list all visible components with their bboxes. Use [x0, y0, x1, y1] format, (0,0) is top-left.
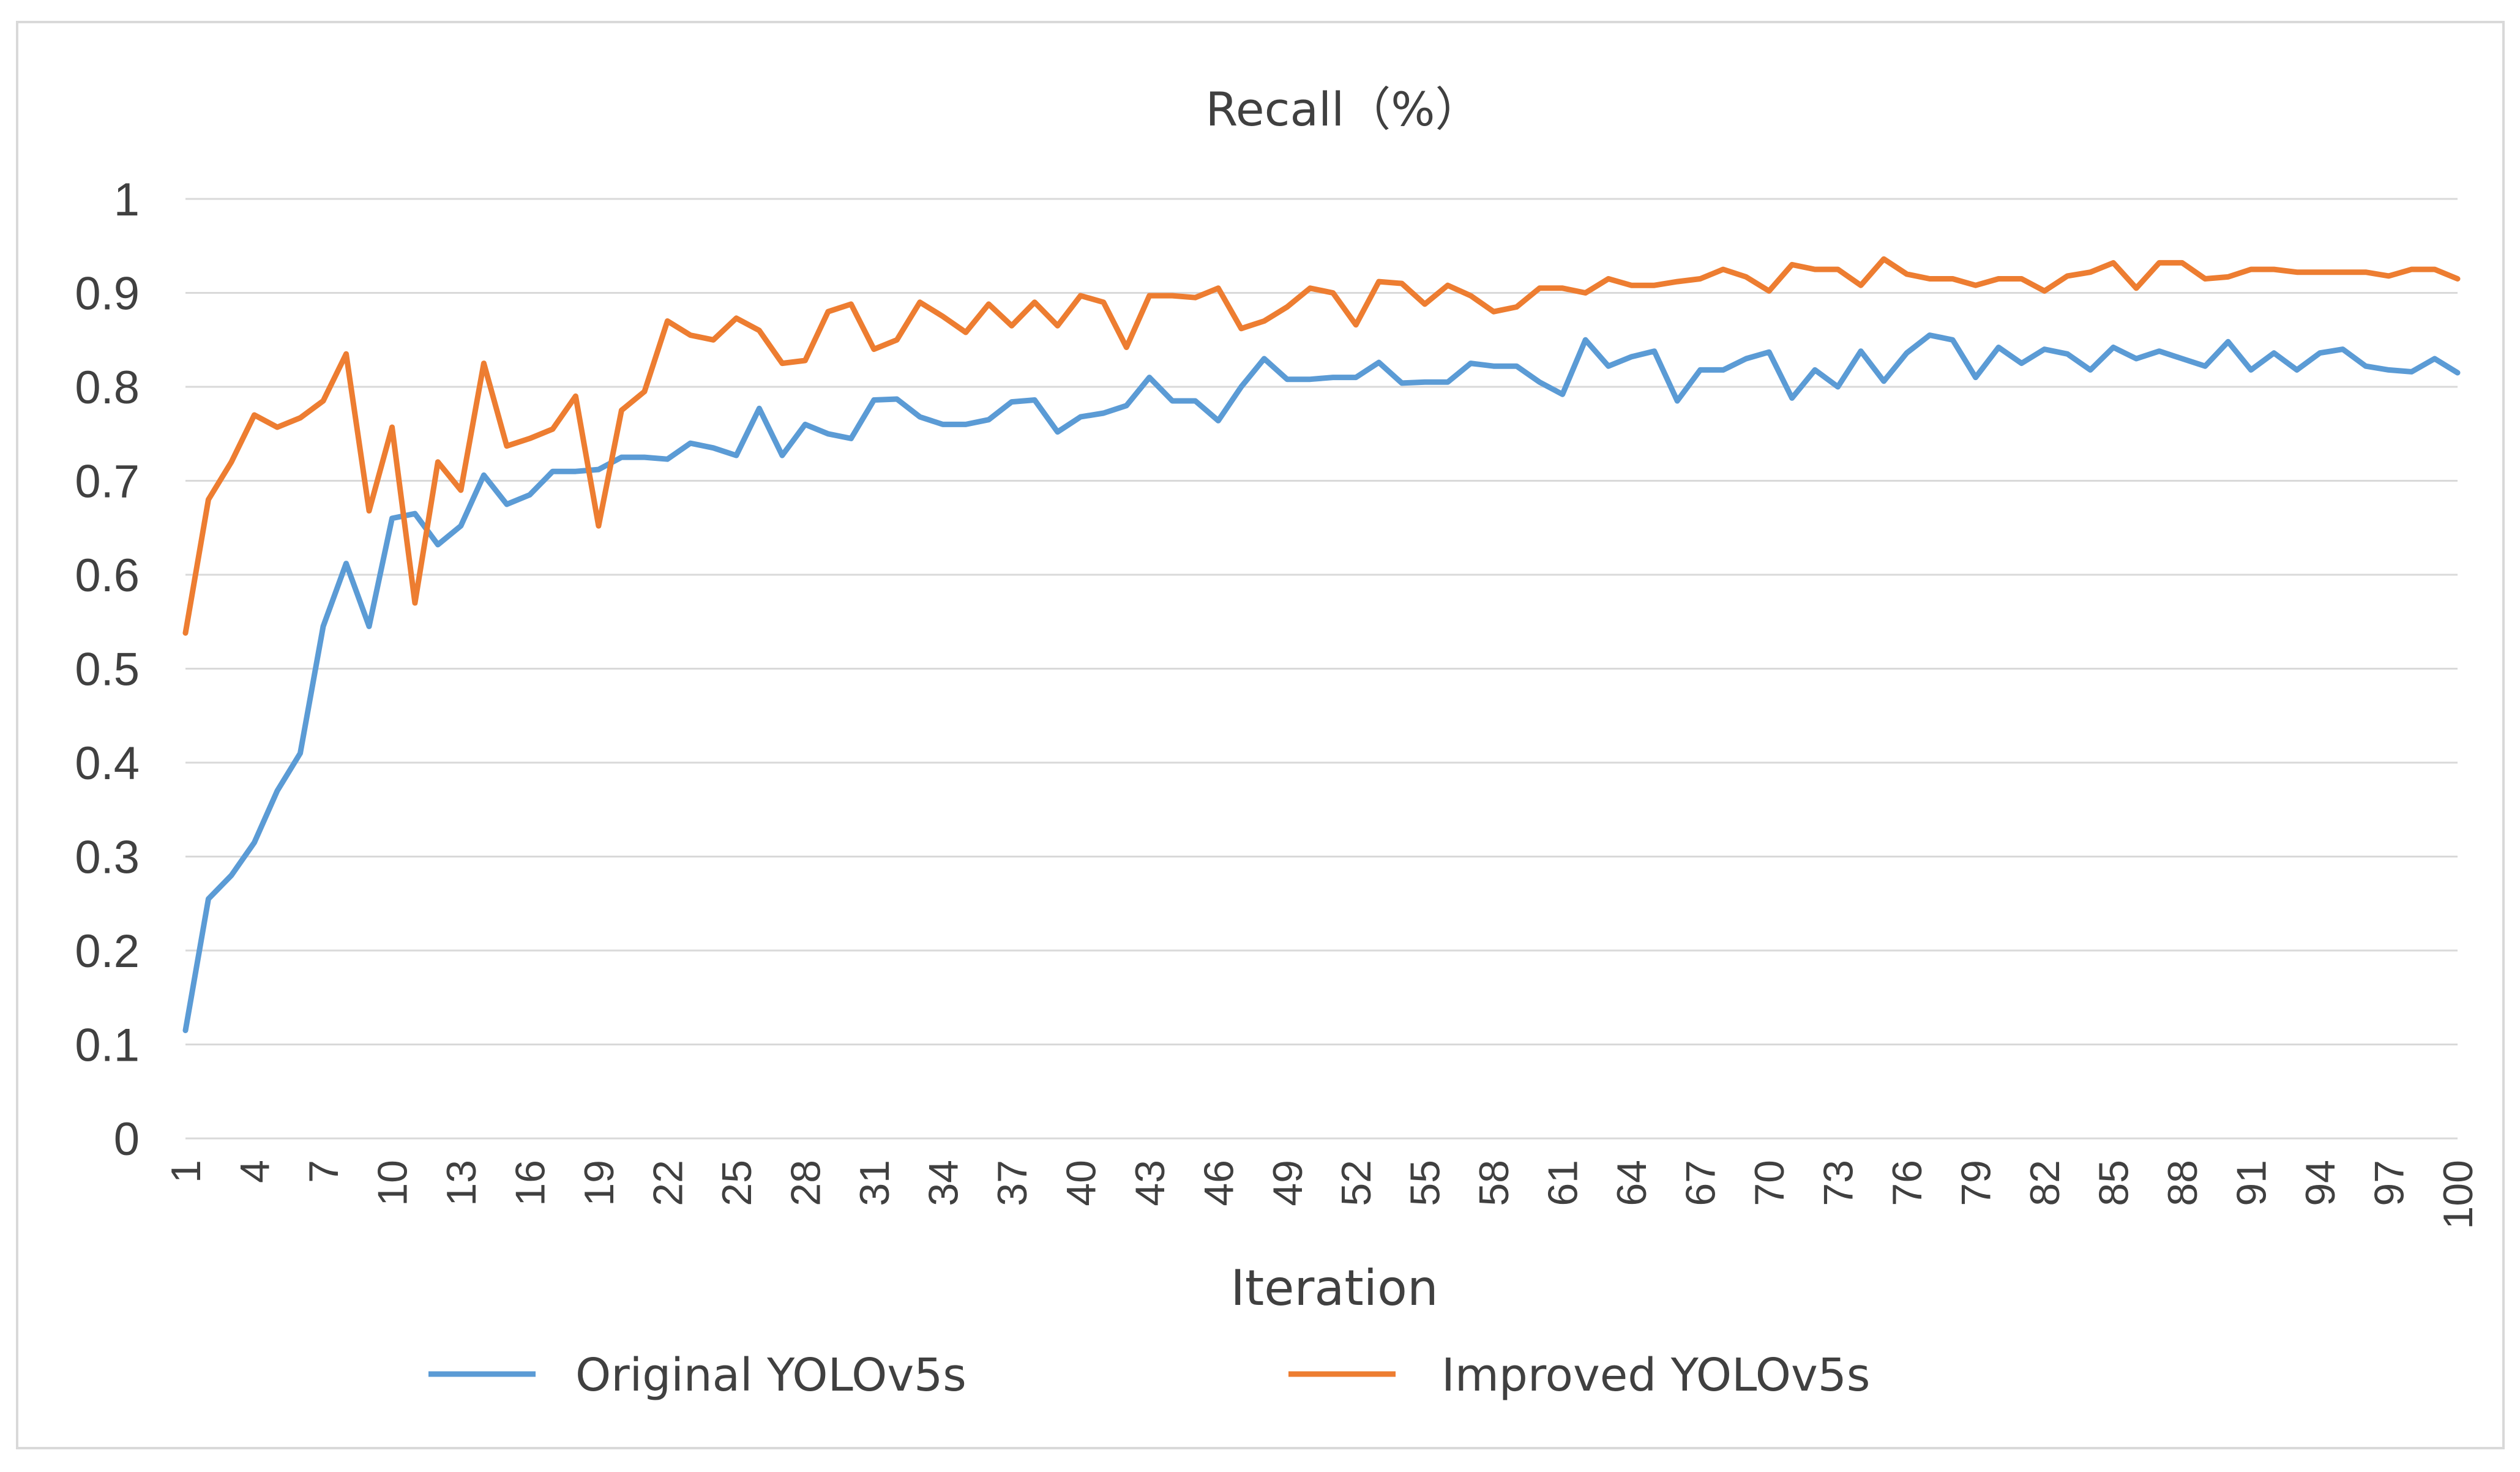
- y-tick-label: 0.4: [75, 738, 140, 790]
- x-tick-label: 22: [645, 1160, 691, 1206]
- x-tick-label: 19: [576, 1160, 623, 1206]
- x-tick-label: 4: [231, 1160, 278, 1183]
- x-tick-label: 10: [369, 1160, 416, 1206]
- x-tick-label: 37: [989, 1160, 1036, 1206]
- x-tick-label: 100: [2435, 1160, 2481, 1229]
- x-tick-label: 97: [2366, 1160, 2413, 1206]
- y-tick-label: 0: [114, 1113, 140, 1165]
- y-tick-label: 0.8: [75, 362, 140, 414]
- x-tick-label: 79: [1953, 1160, 2000, 1206]
- x-tick-label: 52: [1333, 1160, 1380, 1206]
- legend-label: Improved YOLOv5s: [1441, 1349, 1870, 1402]
- x-tick-label: 46: [1195, 1160, 1242, 1206]
- y-tick-label: 0.7: [75, 456, 140, 508]
- y-tick-label: 0.6: [75, 550, 140, 602]
- legend: Original YOLOv5s Improved YOLOv5s: [428, 1349, 1870, 1402]
- x-tick-label: 31: [851, 1160, 898, 1206]
- chart-border: [16, 21, 2505, 1449]
- x-tick-label: 67: [1678, 1160, 1724, 1206]
- x-tick-label: 16: [507, 1160, 553, 1206]
- x-tick-label: 82: [2022, 1160, 2068, 1206]
- y-tick-label: 0.1: [75, 1020, 140, 1072]
- x-tick-label: 70: [1746, 1160, 1793, 1206]
- y-tick-label: 0.3: [75, 832, 140, 884]
- y-tick-label: 0.5: [75, 644, 140, 696]
- x-axis-label: Iteration: [1230, 1260, 1438, 1317]
- series-line-improved: [182, 256, 2461, 636]
- y-tick-labels: 0 0.1 0.2 0.3 0.4 0.5 0.6 0.7 0.8 0.9 1: [75, 174, 140, 1165]
- series-line-original: [182, 332, 2461, 1033]
- x-tick-label: 94: [2297, 1160, 2344, 1206]
- x-tick-label: 64: [1609, 1160, 1655, 1206]
- x-tick-label: 28: [782, 1160, 829, 1206]
- x-tick-label: 7: [301, 1160, 347, 1183]
- chart-title: Recall（%）: [1206, 82, 1482, 136]
- y-tick-label: 0.9: [75, 268, 140, 320]
- x-tick-label: 34: [920, 1160, 966, 1206]
- x-tick-label: 40: [1058, 1160, 1104, 1206]
- x-tick-label: 76: [1884, 1160, 1931, 1206]
- x-tick-label: 25: [714, 1160, 760, 1206]
- x-tick-label: 73: [1815, 1160, 1862, 1206]
- x-tick-label: 1: [163, 1160, 209, 1183]
- x-tick-label: 43: [1127, 1160, 1173, 1206]
- x-tick-label: 85: [2091, 1160, 2137, 1206]
- x-tick-label: 55: [1402, 1160, 1449, 1206]
- x-tick-label: 61: [1540, 1160, 1587, 1206]
- x-tick-label: 13: [438, 1160, 485, 1206]
- x-tick-label: 49: [1265, 1160, 1311, 1206]
- legend-label: Original YOLOv5s: [575, 1349, 966, 1402]
- series-lines: [182, 256, 2461, 1033]
- y-tick-label: 0.2: [75, 925, 140, 977]
- x-tick-label: 58: [1471, 1160, 1517, 1206]
- x-tick-labels: 1 4 7 10 13 16 19 22 25 28 31 34 37 40 43 46 49 52 55 58 61 6…: [163, 1160, 2481, 1229]
- x-tick-label: 91: [2229, 1160, 2275, 1206]
- x-tick-label: 88: [2159, 1160, 2206, 1206]
- gridlines: [185, 198, 2458, 1140]
- y-tick-label: 1: [114, 174, 140, 226]
